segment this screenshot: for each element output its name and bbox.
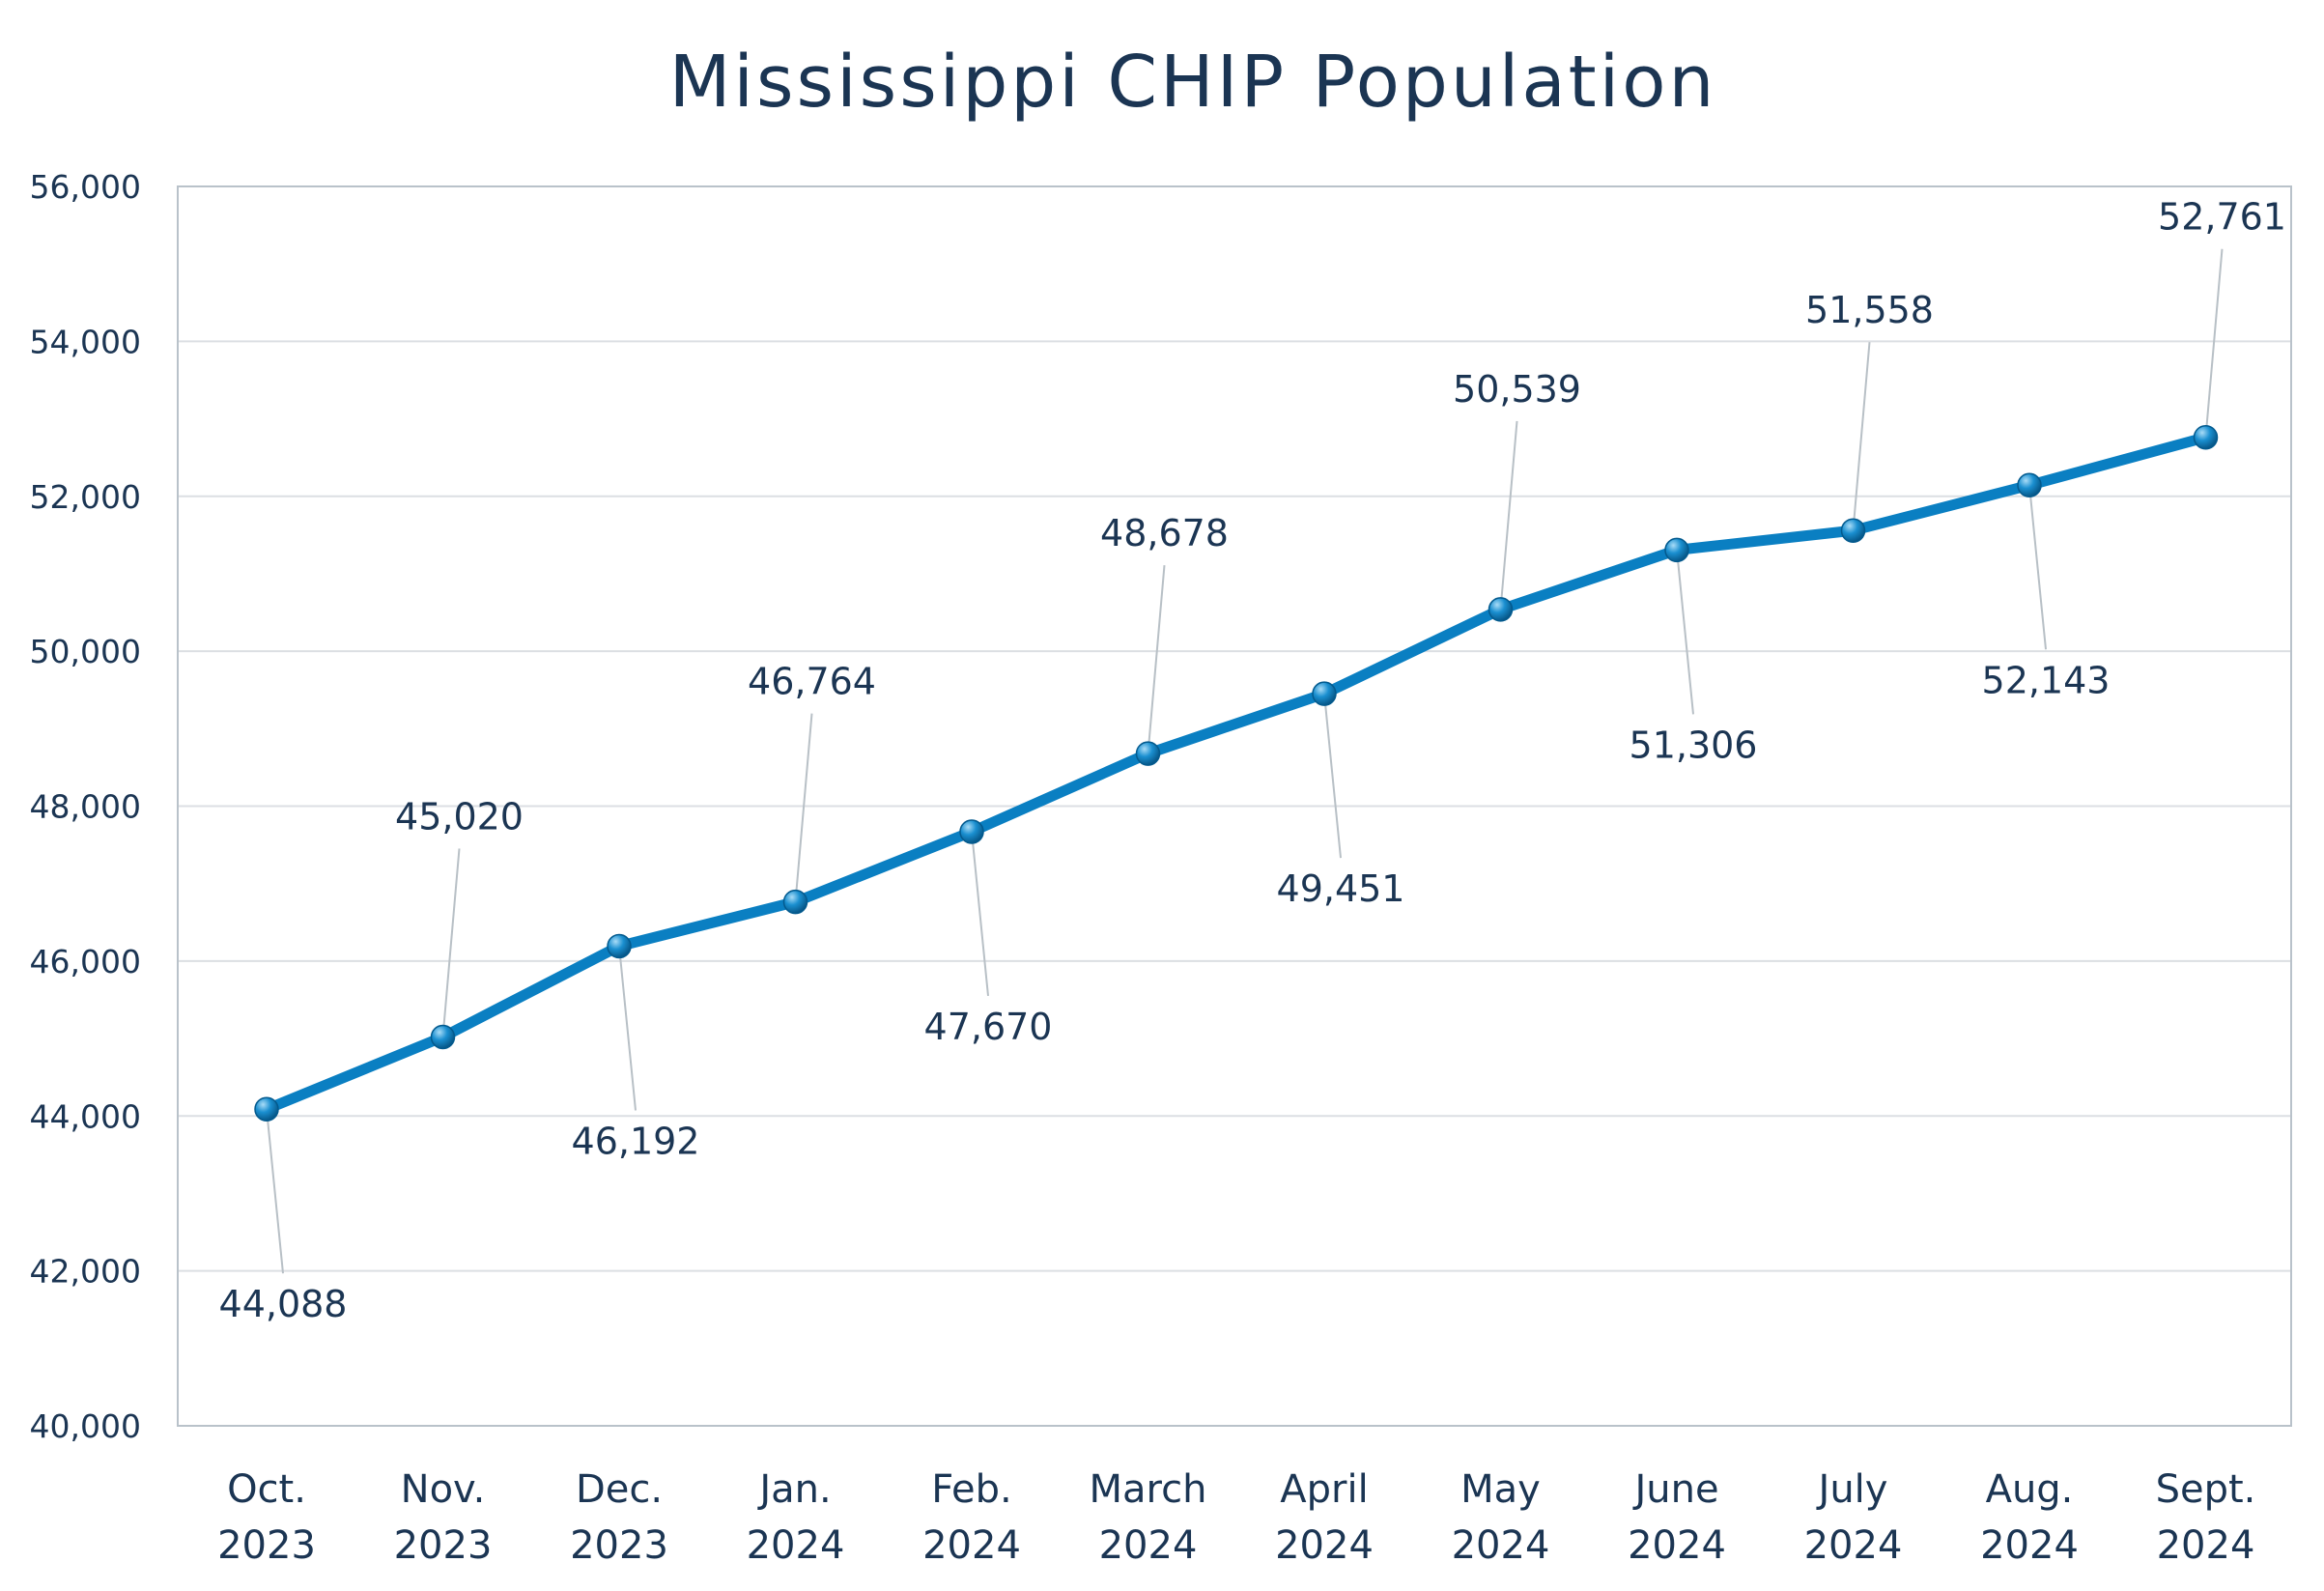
x-tick-label: Sept. <box>2156 1467 2256 1512</box>
leader-line <box>1147 565 1166 754</box>
x-tick-label: Nov. <box>401 1467 486 1512</box>
data-label: 52,761 <box>2158 196 2286 239</box>
leader-line <box>1676 550 1694 715</box>
x-tick-label: 2023 <box>394 1523 493 1568</box>
x-tick-label: 2024 <box>1275 1523 1374 1568</box>
y-tick-label: 52,000 <box>30 478 141 516</box>
data-point-marker <box>1840 518 1866 543</box>
leader-line <box>441 848 461 1037</box>
data-label: 44,088 <box>219 1283 348 1325</box>
x-tick-label: May <box>1460 1467 1541 1512</box>
x-tick-label: Feb. <box>931 1467 1012 1512</box>
plot-area-border <box>177 185 2292 1427</box>
chart-title: Mississippi CHIP Population <box>669 41 1717 124</box>
leader-line <box>971 831 989 997</box>
y-tick-label: 42,000 <box>30 1253 141 1291</box>
gridlines <box>178 340 2291 1272</box>
x-tick-label: 2024 <box>747 1523 845 1568</box>
x-tick-label: 2024 <box>1099 1523 1198 1568</box>
data-markers <box>254 424 2219 1122</box>
data-label: 51,306 <box>1630 724 1758 766</box>
data-label: 52,143 <box>1982 659 2111 701</box>
y-tick-label: 44,000 <box>30 1097 141 1135</box>
data-point-marker <box>782 889 808 915</box>
x-tick-label: 2024 <box>1452 1523 1550 1568</box>
x-tick-label: Aug. <box>1986 1467 2074 1512</box>
data-label: 46,192 <box>572 1120 700 1162</box>
y-tick-label: 48,000 <box>30 788 141 826</box>
x-tick-label: Oct. <box>227 1467 306 1512</box>
x-tick-label: 2023 <box>217 1523 316 1568</box>
data-point-marker <box>2193 424 2219 450</box>
x-tick-label: July <box>1816 1467 1888 1512</box>
leader-line <box>1323 694 1342 859</box>
data-point-marker <box>2017 472 2042 498</box>
data-point-marker <box>607 933 632 959</box>
y-tick-label: 56,000 <box>30 168 141 206</box>
data-label: 47,670 <box>924 1006 1053 1048</box>
x-axis-ticks: Oct. 2023 Nov. 2023 Dec. 2023 Jan. 2024 Feb. 2024… <box>217 1467 2255 1568</box>
x-tick-label: June <box>1631 1467 1718 1512</box>
y-tick-label: 54,000 <box>30 323 141 360</box>
data-point-marker <box>959 819 984 844</box>
series-line <box>261 432 2211 1115</box>
leader-line <box>1852 342 1871 531</box>
x-tick-label: 2024 <box>1628 1523 1726 1568</box>
x-tick-label: 2023 <box>570 1523 668 1568</box>
data-point-marker <box>1664 537 1689 563</box>
leader-lines <box>266 248 2224 1274</box>
data-point-marker <box>1135 741 1161 766</box>
data-label: 48,678 <box>1100 512 1229 554</box>
data-point-marker <box>430 1024 456 1050</box>
x-tick-label: Jan. <box>756 1467 831 1512</box>
x-tick-label: 2024 <box>1980 1523 2079 1568</box>
data-labels: 44,088 45,020 46,192 46,764 47,670 48,678 49,4… <box>219 196 2286 1325</box>
data-point-marker <box>254 1096 279 1122</box>
leader-line <box>794 713 813 902</box>
x-tick-label: 2024 <box>1804 1523 1903 1568</box>
x-tick-label: 2024 <box>2157 1523 2255 1568</box>
x-tick-label: Dec. <box>576 1467 663 1512</box>
x-tick-label: April <box>1280 1467 1368 1512</box>
data-point-marker <box>1312 681 1337 706</box>
y-tick-label: 46,000 <box>30 943 141 980</box>
data-label: 49,451 <box>1277 867 1405 910</box>
leader-line <box>1499 420 1518 610</box>
leader-line <box>2028 485 2047 650</box>
data-label: 51,558 <box>1805 289 1934 331</box>
data-label: 46,764 <box>748 661 876 703</box>
data-label: 50,539 <box>1453 368 1581 411</box>
leader-line <box>2204 248 2224 438</box>
leader-line <box>618 946 637 1111</box>
x-tick-label: 2024 <box>922 1523 1021 1568</box>
y-tick-label: 50,000 <box>30 633 141 670</box>
x-tick-label: March <box>1090 1467 1207 1512</box>
y-axis-ticks: 40,000 42,000 44,000 46,000 48,000 50,000 52,0… <box>30 168 141 1445</box>
data-point-marker <box>1488 597 1514 622</box>
y-tick-label: 40,000 <box>30 1407 141 1445</box>
leader-line <box>266 1109 284 1274</box>
data-label: 45,020 <box>395 795 524 838</box>
